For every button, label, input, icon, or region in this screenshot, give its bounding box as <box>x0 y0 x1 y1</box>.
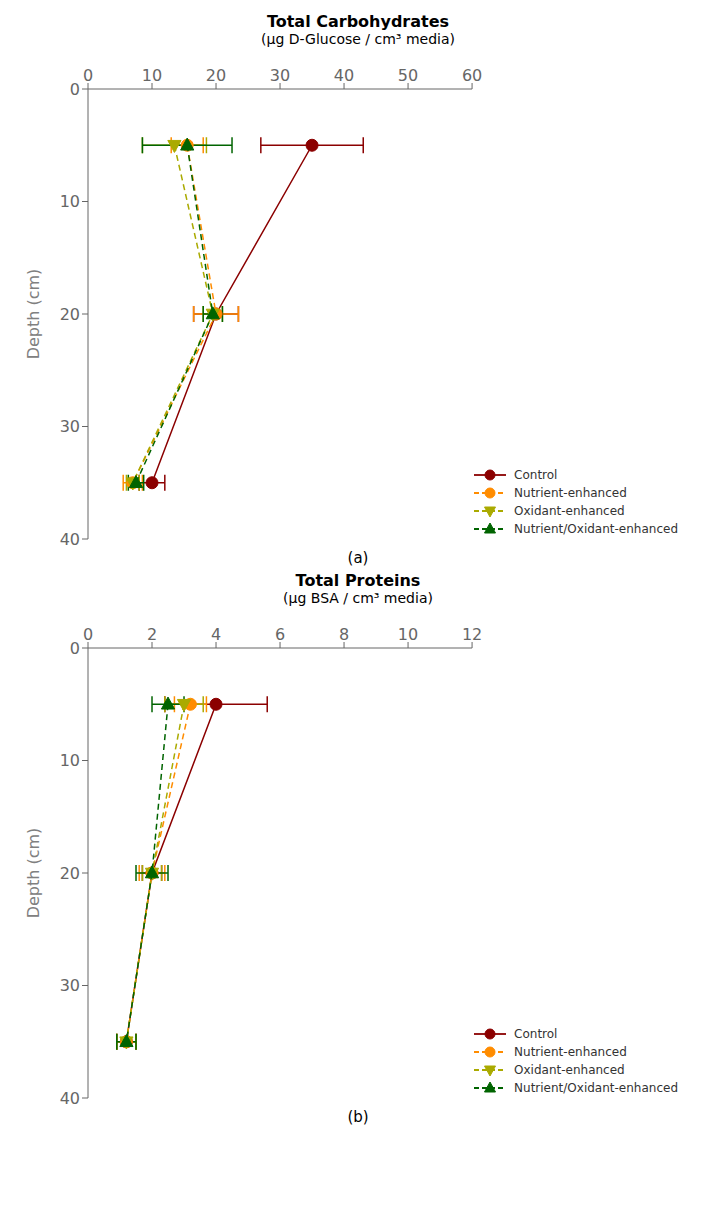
svg-text:10: 10 <box>60 192 80 211</box>
svg-text:40: 40 <box>334 66 354 85</box>
svg-text:0: 0 <box>70 639 80 658</box>
svg-text:4: 4 <box>211 625 221 644</box>
svg-text:10: 10 <box>398 625 418 644</box>
svg-text:6: 6 <box>275 625 285 644</box>
html-text:Control: Control <box>514 468 558 482</box>
svg-text:20: 20 <box>60 864 80 883</box>
svg-text:0: 0 <box>83 66 93 85</box>
svg-text:30: 30 <box>60 417 80 436</box>
svg-text:40: 40 <box>60 1089 80 1108</box>
svg-text:12: 12 <box>462 625 482 644</box>
svg-text:10: 10 <box>60 751 80 770</box>
svg-text:2: 2 <box>147 625 157 644</box>
html-text:(μg D-Glucose / cm³ media): (μg D-Glucose / cm³ media) <box>261 31 455 47</box>
svg-text:40: 40 <box>60 530 80 549</box>
svg-text:50: 50 <box>398 66 418 85</box>
svg-text:20: 20 <box>60 305 80 324</box>
html-text:Nutrient/Oxidant-enhanced: Nutrient/Oxidant-enhanced <box>514 522 678 536</box>
html-text:Total Carbohydrates: Total Carbohydrates <box>266 12 450 31</box>
svg-text:30: 30 <box>60 976 80 995</box>
svg-text:0: 0 <box>83 625 93 644</box>
html-text:(a): (a) <box>347 549 369 567</box>
html-text:Oxidant-enhanced: Oxidant-enhanced <box>514 1063 625 1077</box>
html-text:Nutrient-enhanced: Nutrient-enhanced <box>514 486 627 500</box>
svg-text:30: 30 <box>270 66 290 85</box>
html-text:Nutrient/Oxidant-enhanced: Nutrient/Oxidant-enhanced <box>514 1081 678 1095</box>
html-text:(μg BSA / cm³ media): (μg BSA / cm³ media) <box>283 590 433 606</box>
html-text:Nutrient-enhanced: Nutrient-enhanced <box>514 1045 627 1059</box>
svg-text:60: 60 <box>462 66 482 85</box>
svg-text:Depth (cm): Depth (cm) <box>24 828 43 919</box>
svg-text:Depth (cm): Depth (cm) <box>24 269 43 360</box>
svg-text:0: 0 <box>70 80 80 99</box>
svg-text:10: 10 <box>142 66 162 85</box>
html-text:Total Proteins: Total Proteins <box>295 571 421 590</box>
svg-text:8: 8 <box>339 625 349 644</box>
html-text:Oxidant-enhanced: Oxidant-enhanced <box>514 504 625 518</box>
html-text:Control: Control <box>514 1027 558 1041</box>
html-text:(b): (b) <box>347 1108 369 1126</box>
svg-text:20: 20 <box>206 66 226 85</box>
